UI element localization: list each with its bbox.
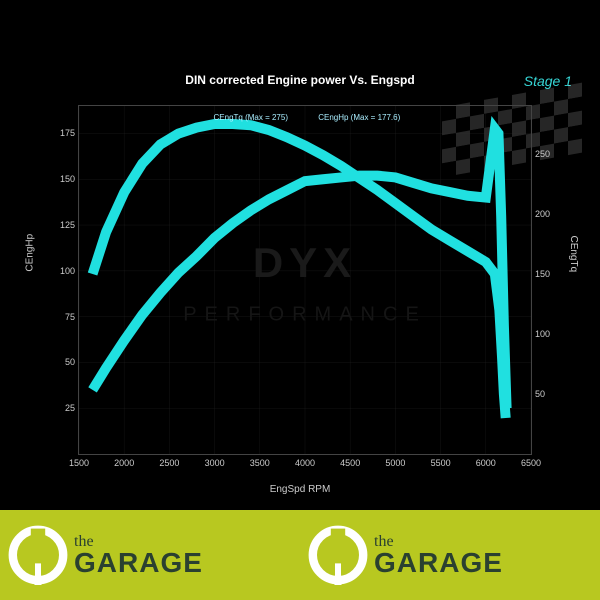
y-tick: 125: [60, 220, 75, 230]
x-tick: 6500: [521, 458, 541, 468]
peak-label-torque: CEngTq (Max = 275): [214, 113, 288, 122]
x-tick: 5500: [431, 458, 451, 468]
stage-label: Stage 1: [524, 73, 572, 89]
x-tick: 4500: [340, 458, 360, 468]
banner-text: the GARAGE: [74, 535, 203, 575]
wrench-icon: [308, 525, 368, 585]
y2-tick: 50: [535, 389, 545, 399]
y-tick: 100: [60, 266, 75, 276]
dyno-chart: DIN corrected Engine power Vs. Engspd St…: [18, 65, 582, 505]
y-tick: 25: [65, 403, 75, 413]
y-tick: 50: [65, 357, 75, 367]
x-tick: 3500: [250, 458, 270, 468]
plot-svg: [79, 106, 531, 454]
y2-axis-label: CEngTq: [569, 235, 580, 272]
x-tick: 1500: [69, 458, 89, 468]
x-tick: 2500: [159, 458, 179, 468]
y2-tick: 200: [535, 209, 550, 219]
y2-tick: 150: [535, 269, 550, 279]
x-tick: 6000: [476, 458, 496, 468]
y-tick: 150: [60, 174, 75, 184]
banner-text: the GARAGE: [374, 535, 503, 575]
x-tick: 4000: [295, 458, 315, 468]
banner-left: the GARAGE: [0, 510, 300, 600]
x-axis-label: EngSpd RPM: [270, 484, 331, 495]
plot-area: DYX PERFORMANCE 255075100125150175501001…: [78, 105, 532, 455]
wrench-icon: [8, 525, 68, 585]
banner-main: GARAGE: [374, 550, 503, 575]
x-tick: 3000: [205, 458, 225, 468]
garage-banner: the GARAGE the GARAGE: [0, 510, 600, 600]
peak-label-power: CEngHp (Max = 177.6): [318, 113, 400, 122]
y2-tick: 100: [535, 329, 550, 339]
x-tick: 2000: [114, 458, 134, 468]
x-tick: 5000: [385, 458, 405, 468]
chart-title: DIN corrected Engine power Vs. Engspd: [18, 65, 582, 91]
y-tick: 175: [60, 128, 75, 138]
y-axis-label: CEngHp: [25, 234, 36, 272]
y2-tick: 250: [535, 149, 550, 159]
banner-right: the GARAGE: [300, 510, 600, 600]
banner-main: GARAGE: [74, 550, 203, 575]
y-tick: 75: [65, 312, 75, 322]
